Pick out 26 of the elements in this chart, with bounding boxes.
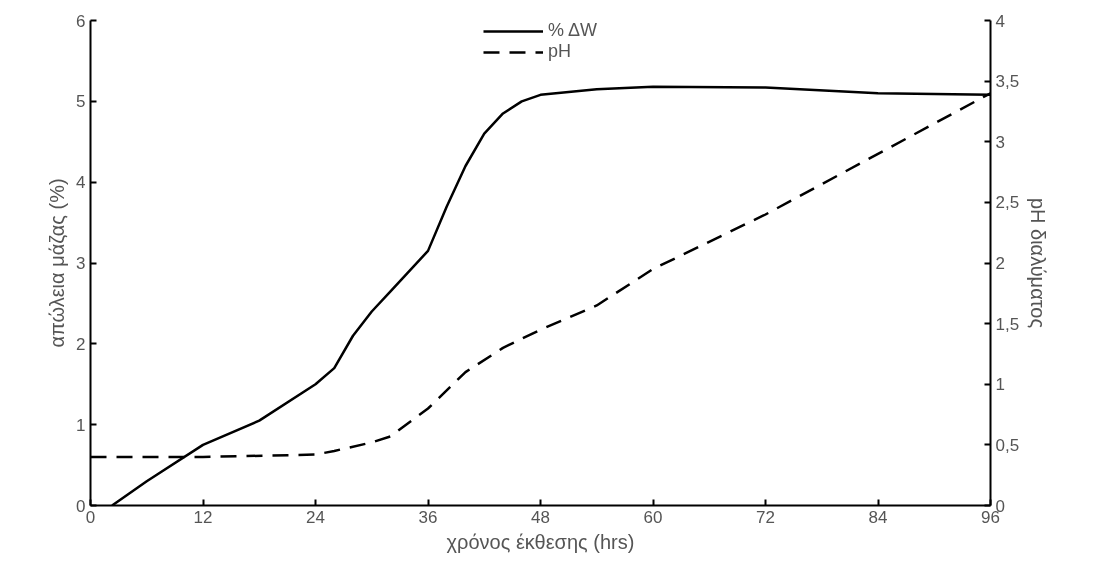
y-tick-label: 3 xyxy=(76,254,86,273)
y2-tick-label: 2 xyxy=(995,254,1005,273)
x-tick-label: 24 xyxy=(306,507,325,527)
y-tick-label: 1 xyxy=(76,415,86,435)
x-tick-label: 60 xyxy=(643,507,663,527)
x-tick-label: 72 xyxy=(756,507,775,527)
x-axis-title: χρόνος έκθεσης (hrs) xyxy=(446,530,635,553)
y2-axis-title: pH διαλύματος xyxy=(1027,197,1050,329)
y-axis-title: απώλεια μάζας (%) xyxy=(46,178,69,348)
x-tick-label: 84 xyxy=(868,507,888,527)
y2-tick-label: 2,5 xyxy=(995,193,1020,213)
y-tick-label: 4 xyxy=(76,173,86,193)
legend-label: pH xyxy=(547,41,571,62)
y2-tick-label: 4 xyxy=(995,11,1005,31)
legend-label: % ΔW xyxy=(547,20,598,41)
x-tick-label: 12 xyxy=(193,507,213,527)
y2-tick-label: 1,5 xyxy=(995,314,1020,334)
x-tick-label: 48 xyxy=(531,507,550,527)
y2-tick-label: 3,5 xyxy=(995,72,1020,92)
y-tick-label: 6 xyxy=(76,11,86,31)
y-tick-label: 5 xyxy=(76,92,86,112)
x-tick-label: 36 xyxy=(418,507,438,527)
y-tick-label: 2 xyxy=(76,334,86,354)
y2-tick-label: 3 xyxy=(995,132,1005,152)
y2-tick-label: 1 xyxy=(995,375,1005,395)
y2-tick-label: 0,5 xyxy=(995,435,1020,455)
